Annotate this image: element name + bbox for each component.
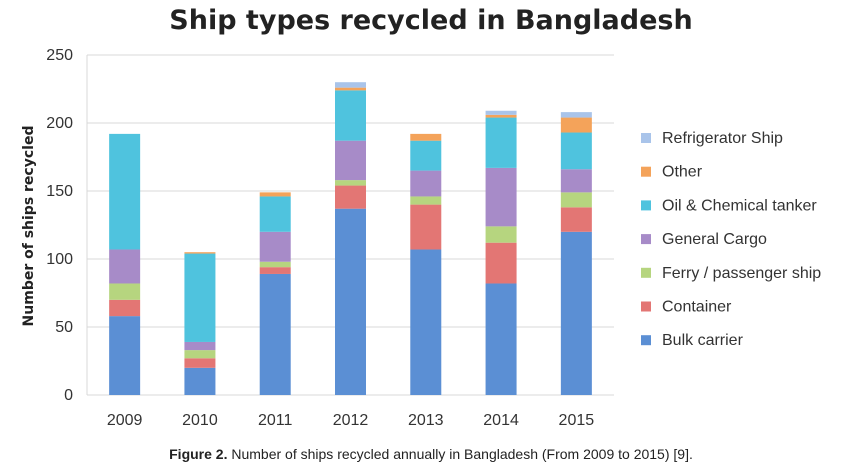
bar-segment-bulk-carrier-2010: [184, 367, 216, 395]
bar-segment-general-cargo-2009: [109, 249, 141, 284]
bar-segment-general-cargo-2012: [335, 140, 366, 181]
legend-swatch: [641, 133, 651, 143]
bar-segment-ferry-passenger-ship-2015: [560, 192, 592, 208]
legend: Refrigerator Ship Other Oil & Chemical tan…: [641, 130, 821, 349]
legend-label: Bulk carrier: [662, 332, 744, 349]
y-tick-label: 0: [64, 387, 73, 404]
bar-segment-refrigerator-ship-2012: [335, 82, 366, 88]
bar-segment-container-2015: [560, 207, 592, 232]
x-tick-label: 2015: [559, 412, 595, 429]
bar-segment-ferry-passenger-ship-2013: [410, 196, 442, 205]
bar-segment-oil-chemical-tanker-2009: [109, 133, 141, 250]
figure-caption: Figure 2. Number of ships recycled annua…: [0, 446, 862, 462]
x-tick-label: 2013: [408, 412, 444, 429]
bar-segment-ferry-passenger-ship-2011: [259, 261, 291, 268]
bar-segment-oil-chemical-tanker-2015: [560, 132, 592, 170]
bar-segment-bulk-carrier-2015: [560, 231, 592, 395]
legend-swatch: [641, 234, 651, 245]
bar-segment-other-2013: [410, 133, 442, 141]
bar-segment-general-cargo-2014: [485, 167, 517, 227]
y-tick-label: 200: [46, 115, 73, 132]
bar-segment-oil-chemical-tanker-2010: [184, 253, 216, 342]
bar-segment-ferry-passenger-ship-2014: [485, 226, 517, 243]
bar-segment-ferry-passenger-ship-2010: [184, 350, 216, 359]
bar-segment-container-2012: [335, 185, 366, 209]
bar-segment-bulk-carrier-2009: [109, 316, 141, 395]
legend-swatch: [641, 267, 651, 278]
bar-segment-general-cargo-2011: [259, 231, 291, 262]
y-tick-label: 50: [55, 319, 73, 336]
x-tick-label: 2011: [258, 412, 293, 429]
bar-segment-ferry-passenger-ship-2012: [335, 180, 366, 186]
bars-group: [109, 82, 592, 395]
bar-segment-container-2009: [109, 299, 141, 317]
bar-segment-container-2010: [184, 358, 216, 368]
figure-caption-text: Number of ships recycled annually in Ban…: [231, 446, 693, 462]
bar-segment-oil-chemical-tanker-2013: [410, 140, 442, 171]
bar-segment-other-2015: [560, 117, 592, 133]
y-axis-ticks: 0 50 100 150 200 250: [46, 47, 73, 404]
bar-segment-oil-chemical-tanker-2012: [335, 90, 366, 141]
bar-segment-oil-chemical-tanker-2014: [485, 117, 517, 168]
legend-label: Refrigerator Ship: [662, 130, 783, 147]
bar-segment-container-2014: [485, 242, 517, 284]
legend-swatch: [641, 335, 651, 346]
x-axis-ticks: 2009 2010 2011 2012 2013 2014 2015: [107, 412, 594, 429]
y-tick-label: 250: [46, 47, 73, 64]
bar-segment-container-2013: [410, 204, 442, 250]
x-tick-label: 2009: [107, 412, 143, 429]
bar-segment-refrigerator-ship-2014: [485, 110, 517, 115]
bar-segment-bulk-carrier-2011: [259, 273, 291, 395]
legend-swatch: [641, 301, 651, 312]
y-axis-title: Number of ships recycled: [21, 126, 37, 327]
x-tick-label: 2012: [333, 412, 369, 429]
bar-segment-refrigerator-ship-2015: [560, 112, 592, 118]
bar-segment-other-2010: [184, 252, 216, 254]
bar-segment-bulk-carrier-2014: [485, 283, 517, 395]
bar-segment-container-2011: [259, 267, 291, 274]
bar-segment-general-cargo-2010: [184, 341, 216, 351]
x-tick-label: 2010: [182, 412, 218, 429]
bar-segment-ferry-passenger-ship-2009: [109, 283, 141, 300]
legend-label: Other: [662, 164, 703, 181]
y-tick-label: 150: [46, 183, 73, 200]
bar-segment-other-2012: [335, 87, 366, 91]
bar-segment-other-2011: [259, 192, 291, 197]
stacked-bar-chart: Ship types recycled in Bangladesh 0 50 100…: [21, 5, 821, 429]
bar-segment-general-cargo-2015: [560, 169, 592, 193]
chart-title: Ship types recycled in Bangladesh: [169, 5, 692, 36]
legend-label: Ferry / passenger ship: [662, 265, 821, 282]
bar-segment-general-cargo-2013: [410, 170, 442, 197]
bar-segment-other-2014: [485, 114, 517, 118]
legend-label: Container: [662, 299, 732, 316]
bar-segment-bulk-carrier-2013: [410, 249, 442, 395]
bar-segment-bulk-carrier-2012: [335, 208, 366, 395]
bar-segment-oil-chemical-tanker-2011: [259, 196, 291, 232]
legend-label: General Cargo: [662, 231, 767, 248]
x-tick-label: 2014: [483, 412, 519, 429]
y-tick-label: 100: [46, 251, 73, 268]
legend-swatch: [641, 166, 651, 177]
figure-caption-label: Figure 2.: [169, 446, 228, 462]
legend-swatch: [641, 200, 651, 211]
legend-label: Oil & Chemical tanker: [662, 197, 817, 214]
